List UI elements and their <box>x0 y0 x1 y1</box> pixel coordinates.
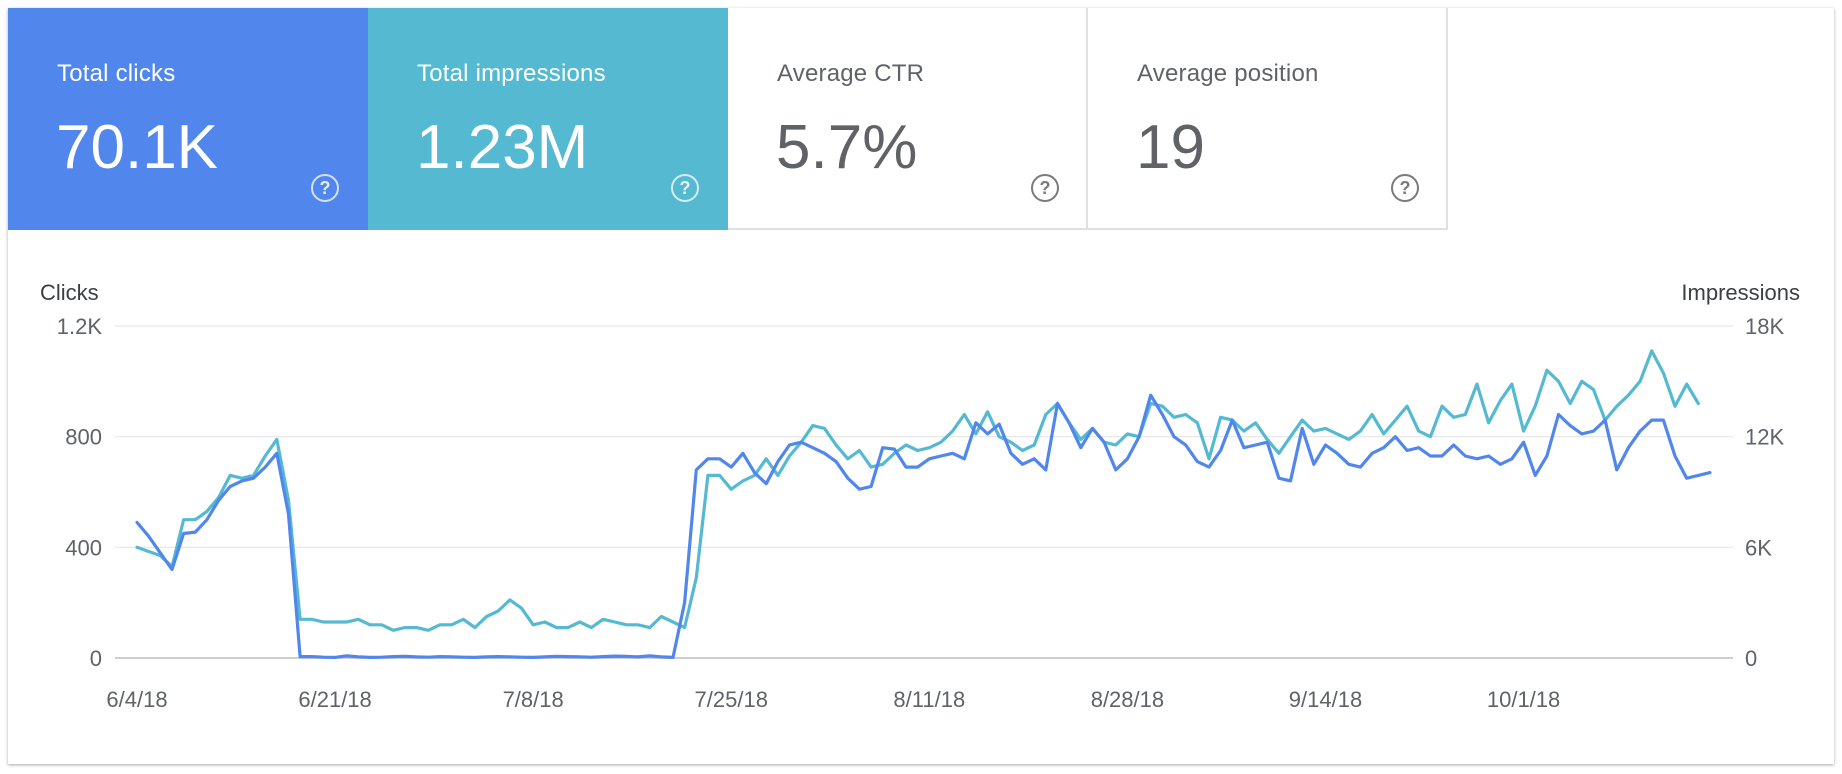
metric-label: Total impressions <box>417 60 606 87</box>
metric-label: Total clicks <box>57 60 176 87</box>
left-axis-tick-label: 1.2K <box>57 314 103 339</box>
metric-label: Average position <box>1137 60 1319 87</box>
x-axis-tick-label: 8/28/18 <box>1091 687 1164 712</box>
question-circle-icon[interactable]: ? <box>1031 174 1059 202</box>
metric-label: Average CTR <box>777 60 925 87</box>
metric-tiles: Total clicks 70.1K ? Total impressions 1… <box>8 8 1448 230</box>
right-axis-tick-label: 18K <box>1745 314 1784 339</box>
metric-value: 19 <box>1136 113 1205 182</box>
left-axis-title: Clicks <box>40 280 99 305</box>
right-axis-title: Impressions <box>1681 280 1800 305</box>
metric-value: 5.7% <box>776 113 918 182</box>
left-axis-tick-label: 800 <box>65 425 102 450</box>
metric-value: 1.23M <box>416 113 589 182</box>
performance-card: Total clicks 70.1K ? Total impressions 1… <box>8 8 1834 764</box>
metric-total-clicks[interactable]: Total clicks 70.1K ? <box>8 8 368 230</box>
x-axis-tick-label: 6/21/18 <box>298 687 371 712</box>
metric-value: 70.1K <box>56 113 219 182</box>
x-axis-tick-label: 10/1/18 <box>1487 687 1560 712</box>
metric-average-position[interactable]: Average position 19 ? <box>1088 8 1448 230</box>
x-axis-tick-label: 7/25/18 <box>695 687 768 712</box>
x-axis-tick-label: 9/14/18 <box>1289 687 1362 712</box>
x-axis-tick-label: 6/4/18 <box>106 687 167 712</box>
x-axis-tick-label: 8/11/18 <box>893 687 965 712</box>
question-circle-icon[interactable]: ? <box>671 174 699 202</box>
right-axis-tick-label: 12K <box>1745 425 1784 450</box>
left-axis-tick-label: 400 <box>65 535 102 560</box>
question-circle-icon[interactable]: ? <box>311 174 339 202</box>
right-axis-tick-label: 6K <box>1745 535 1772 560</box>
series-line-impressions[interactable] <box>135 349 1700 632</box>
right-axis-tick-label: 0 <box>1745 646 1757 671</box>
left-axis-tick-label: 0 <box>90 646 102 671</box>
metric-average-ctr[interactable]: Average CTR 5.7% ? <box>728 8 1088 230</box>
series-line-clicks[interactable] <box>135 393 1712 660</box>
metric-total-impressions[interactable]: Total impressions 1.23M ? <box>368 8 728 230</box>
x-axis-tick-label: 7/8/18 <box>503 687 564 712</box>
question-circle-icon[interactable]: ? <box>1391 174 1419 202</box>
